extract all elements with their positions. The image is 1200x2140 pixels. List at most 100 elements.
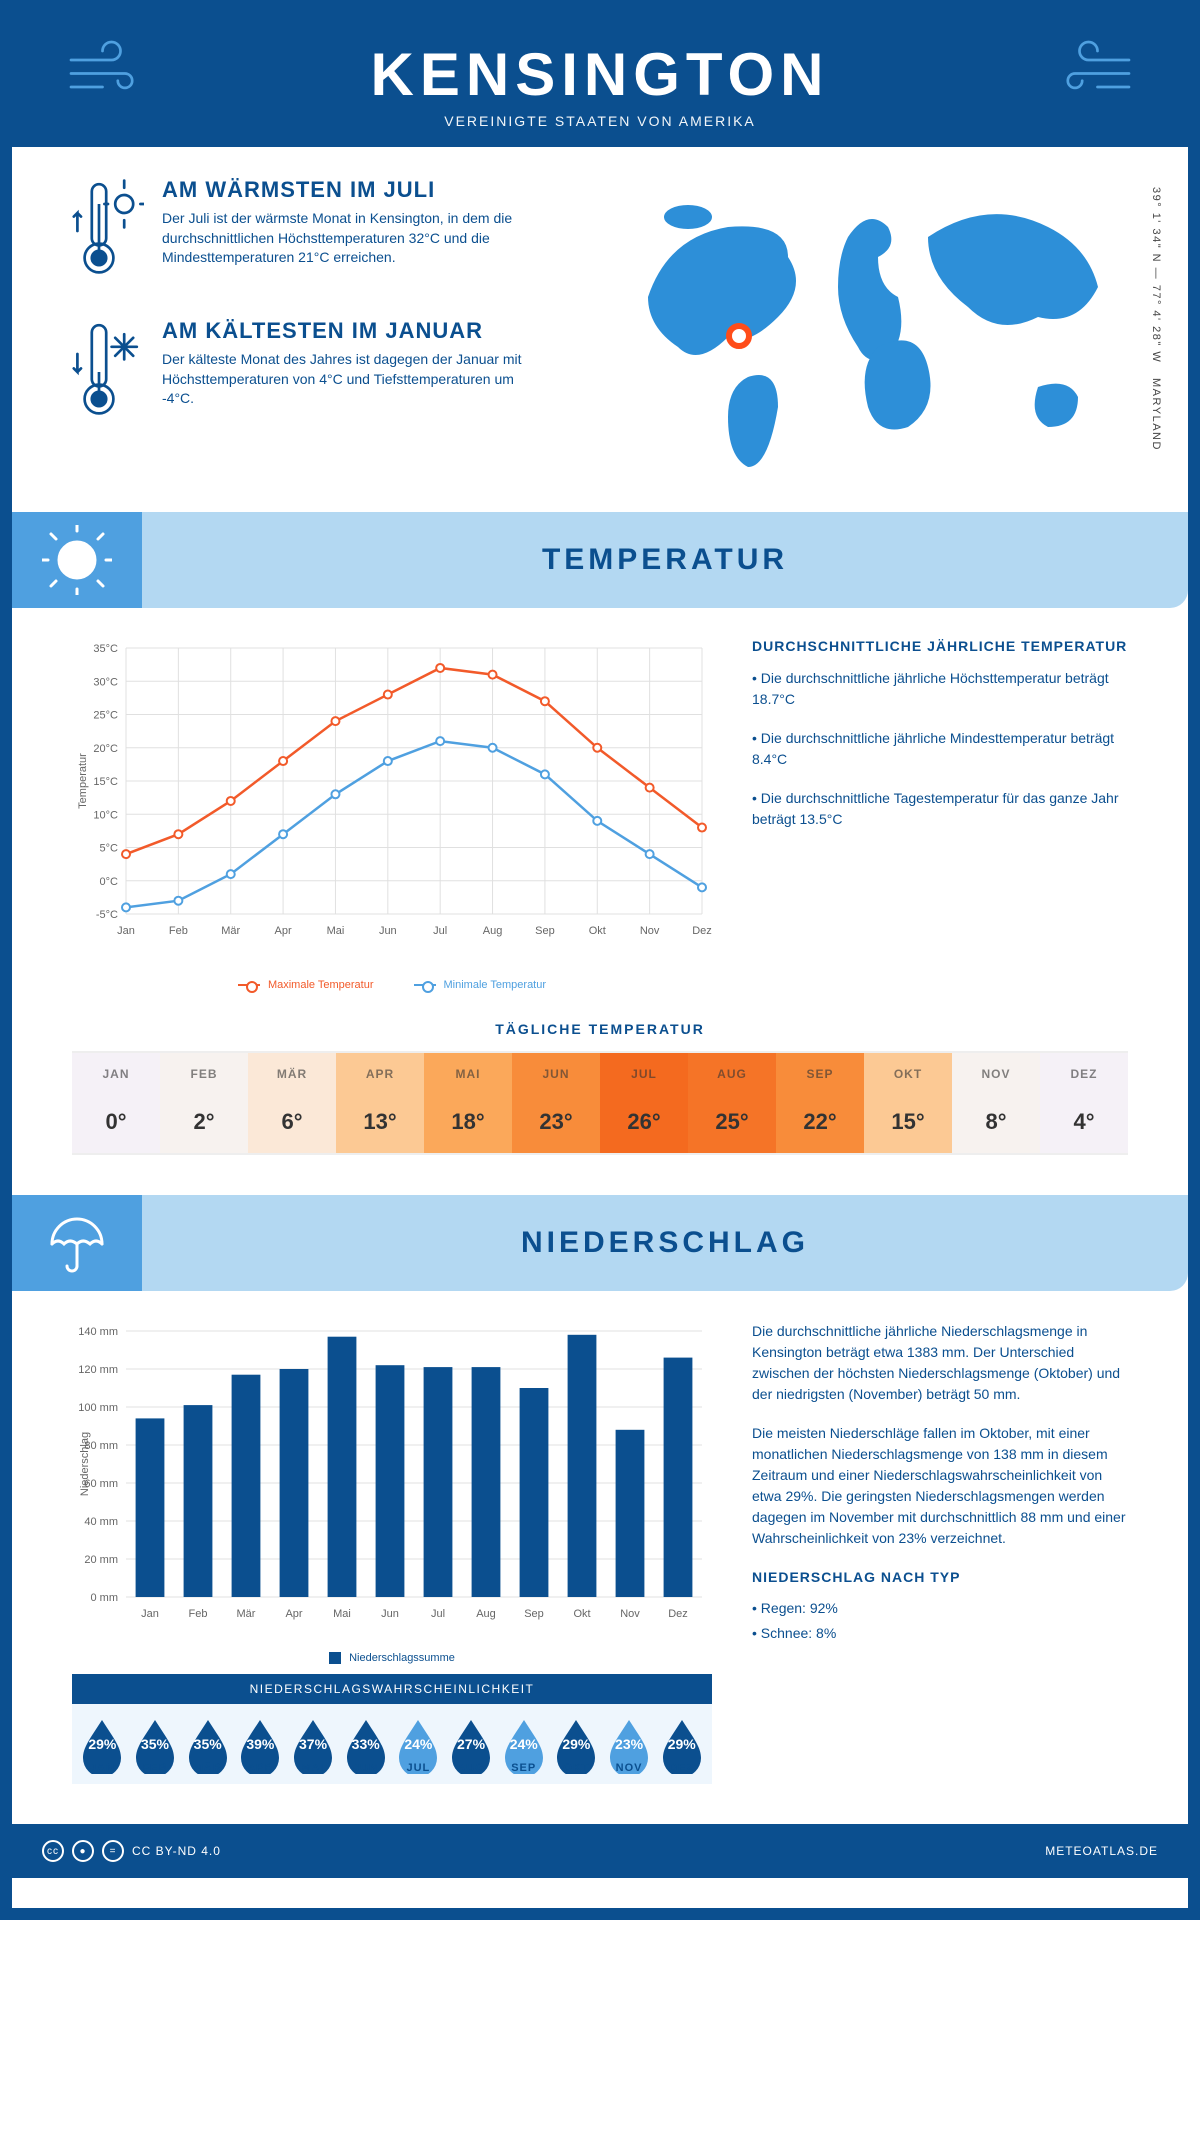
- svg-text:Apr: Apr: [275, 925, 292, 937]
- svg-text:Aug: Aug: [483, 925, 503, 937]
- svg-text:Nov: Nov: [620, 1608, 640, 1620]
- svg-text:Mär: Mär: [237, 1608, 256, 1620]
- daily-cell: MÄR6°: [248, 1053, 336, 1153]
- legend-min: Minimale Temperatur: [444, 979, 547, 991]
- svg-text:100 mm: 100 mm: [78, 1402, 118, 1414]
- svg-text:Temperatur: Temperatur: [77, 753, 89, 809]
- hottest-title: AM WÄRMSTEN IM JULI: [162, 177, 522, 203]
- header: KENSINGTON VEREINIGTE STAATEN VON AMERIK…: [12, 12, 1188, 147]
- place-title: KENSINGTON: [12, 40, 1188, 109]
- section-title-temperature: TEMPERATUR: [142, 512, 1188, 608]
- temperature-line-chart: -5°C0°C5°C10°C15°C20°C25°C30°C35°CJanFeb…: [72, 638, 712, 991]
- precipitation-bar-chart: 0 mm20 mm40 mm60 mm80 mm100 mm120 mm140 …: [72, 1321, 712, 1641]
- daily-cell: SEP22°: [776, 1053, 864, 1153]
- daily-temp-heading: TÄGLICHE TEMPERATUR: [72, 1021, 1128, 1037]
- svg-text:Mai: Mai: [333, 1608, 351, 1620]
- footer: cc ● = CC BY-ND 4.0 METEOATLAS.DE: [12, 1824, 1188, 1878]
- svg-text:Jul: Jul: [433, 925, 447, 937]
- prob-drop: 37%MAI: [287, 1718, 340, 1774]
- svg-text:Nov: Nov: [640, 925, 660, 937]
- svg-text:Jan: Jan: [141, 1608, 159, 1620]
- daily-cell: DEZ4°: [1040, 1053, 1128, 1153]
- prob-drop: 29%OKT: [550, 1718, 603, 1774]
- prob-drop: 24%SEP: [497, 1718, 550, 1774]
- svg-text:Mai: Mai: [327, 925, 345, 937]
- svg-text:Dez: Dez: [692, 925, 712, 937]
- legend-max: Maximale Temperatur: [268, 979, 374, 991]
- svg-text:Jun: Jun: [379, 925, 397, 937]
- world-map: 39° 1' 34" N — 77° 4' 28" W MARYLAND: [608, 177, 1128, 482]
- svg-text:Jan: Jan: [117, 925, 135, 937]
- section-banner-temperature: TEMPERATUR: [12, 512, 1188, 608]
- svg-text:Niederschlag: Niederschlag: [79, 1432, 91, 1496]
- section-title-precipitation: NIEDERSCHLAG: [142, 1195, 1188, 1291]
- by-icon: ●: [72, 1840, 94, 1862]
- svg-text:Jul: Jul: [431, 1608, 445, 1620]
- daily-cell: JUL26°: [600, 1053, 688, 1153]
- precip-type-heading: NIEDERSCHLAG NACH TYP: [752, 1567, 1128, 1588]
- daily-temp-strip: JAN0°FEB2°MÄR6°APR13°MAI18°JUN23°JUL26°A…: [72, 1051, 1128, 1155]
- daily-cell: NOV8°: [952, 1053, 1040, 1153]
- precipitation-facts: Die durchschnittliche jährliche Niedersc…: [752, 1321, 1128, 1784]
- svg-text:Feb: Feb: [169, 925, 188, 937]
- hottest-fact: AM WÄRMSTEN IM JULI Der Juli ist der wär…: [72, 177, 568, 290]
- svg-text:Okt: Okt: [573, 1608, 590, 1620]
- prob-drop: 29%JAN: [76, 1718, 129, 1774]
- site-name: METEOATLAS.DE: [1045, 1844, 1158, 1858]
- wind-icon: [62, 24, 152, 114]
- coldest-title: AM KÄLTESTEN IM JANUAR: [162, 318, 522, 344]
- prob-drop: 35%FEB: [129, 1718, 182, 1774]
- prob-drop: 24%JUL: [392, 1718, 445, 1774]
- svg-text:30°C: 30°C: [93, 676, 118, 688]
- prob-drop: 35%MÄR: [181, 1718, 234, 1774]
- coldest-fact: AM KÄLTESTEN IM JANUAR Der kälteste Mona…: [72, 318, 568, 431]
- prob-drop: 23%NOV: [603, 1718, 656, 1774]
- country-subtitle: VEREINIGTE STAATEN VON AMERIKA: [12, 113, 1188, 129]
- daily-cell: FEB2°: [160, 1053, 248, 1153]
- precip-probability-box: NIEDERSCHLAGSWAHRSCHEINLICHKEIT 29%JAN35…: [72, 1674, 712, 1784]
- prob-title: NIEDERSCHLAGSWAHRSCHEINLICHKEIT: [72, 1674, 712, 1704]
- wind-icon: [1048, 24, 1138, 114]
- daily-cell: JAN0°: [72, 1053, 160, 1153]
- svg-text:Okt: Okt: [589, 925, 606, 937]
- prob-drop: 33%JUN: [339, 1718, 392, 1774]
- daily-cell: AUG25°: [688, 1053, 776, 1153]
- svg-text:25°C: 25°C: [93, 710, 118, 722]
- tempfacts-heading: DURCHSCHNITTLICHE JÄHRLICHE TEMPERATUR: [752, 638, 1128, 654]
- svg-text:Jun: Jun: [381, 1608, 399, 1620]
- temperature-facts: DURCHSCHNITTLICHE JÄHRLICHE TEMPERATUR •…: [752, 638, 1128, 991]
- daily-cell: OKT15°: [864, 1053, 952, 1153]
- section-banner-precipitation: NIEDERSCHLAG: [12, 1195, 1188, 1291]
- hottest-text: Der Juli ist der wärmste Monat in Kensin…: [162, 209, 522, 268]
- prob-drop: 39%APR: [234, 1718, 287, 1774]
- svg-text:Sep: Sep: [524, 1608, 544, 1620]
- svg-text:Dez: Dez: [668, 1608, 688, 1620]
- umbrella-icon: [12, 1195, 142, 1291]
- svg-text:-5°C: -5°C: [96, 909, 118, 921]
- svg-text:40 mm: 40 mm: [84, 1516, 118, 1528]
- coldest-text: Der kälteste Monat des Jahres ist dagege…: [162, 350, 522, 409]
- daily-cell: JUN23°: [512, 1053, 600, 1153]
- svg-text:20°C: 20°C: [93, 743, 118, 755]
- nd-icon: =: [102, 1840, 124, 1862]
- cc-icon: cc: [42, 1840, 64, 1862]
- daily-cell: APR13°: [336, 1053, 424, 1153]
- coordinates: 39° 1' 34" N — 77° 4' 28" W MARYLAND: [1150, 187, 1162, 451]
- svg-text:Feb: Feb: [189, 1608, 208, 1620]
- sun-icon: [12, 512, 142, 608]
- prob-drop: 29%DEZ: [655, 1718, 708, 1774]
- svg-text:Mär: Mär: [221, 925, 240, 937]
- license: cc ● = CC BY-ND 4.0: [42, 1840, 221, 1862]
- svg-text:Sep: Sep: [535, 925, 555, 937]
- daily-cell: MAI18°: [424, 1053, 512, 1153]
- svg-text:Apr: Apr: [285, 1608, 302, 1620]
- svg-text:20 mm: 20 mm: [84, 1554, 118, 1566]
- location-marker-icon: [726, 323, 752, 349]
- svg-text:10°C: 10°C: [93, 809, 118, 821]
- svg-text:0 mm: 0 mm: [91, 1592, 119, 1604]
- svg-text:Aug: Aug: [476, 1608, 496, 1620]
- svg-text:35°C: 35°C: [93, 643, 118, 655]
- legend-precip: Niederschlagssumme: [349, 1652, 455, 1664]
- thermometer-hot-icon: [72, 177, 144, 290]
- svg-text:0°C: 0°C: [100, 876, 119, 888]
